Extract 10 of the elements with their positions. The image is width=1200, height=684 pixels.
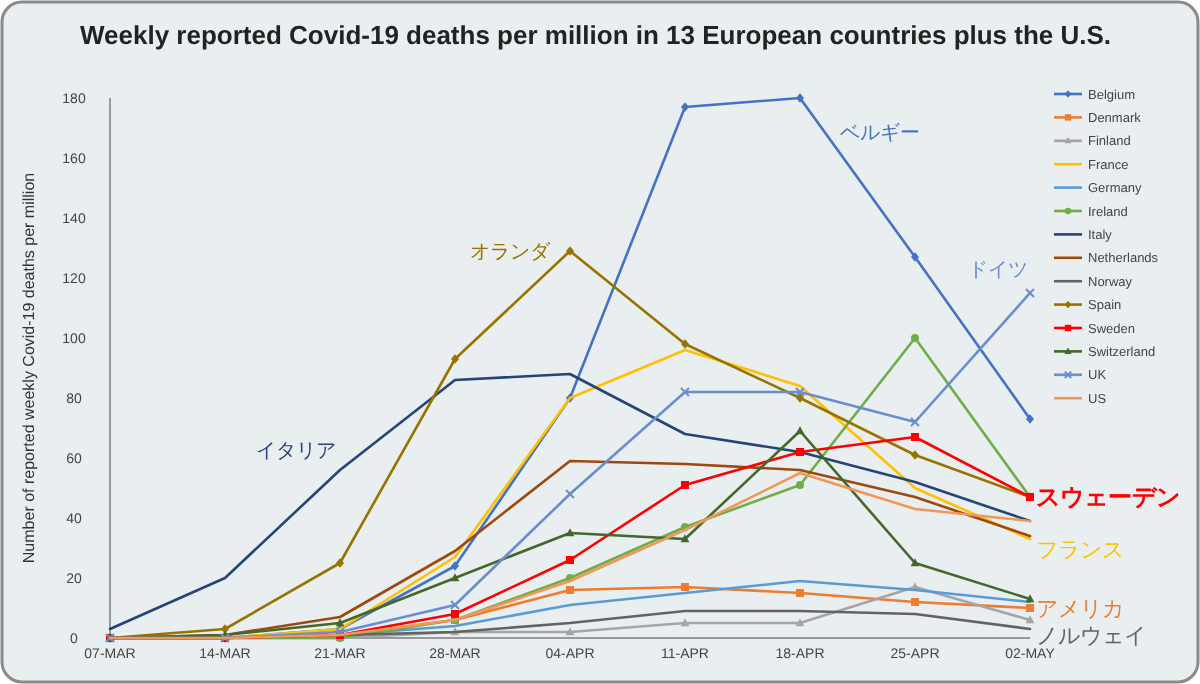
annotation: イタリア <box>256 441 336 463</box>
annotation: フランス <box>1036 538 1124 563</box>
annotation: ドイツ <box>968 260 1028 282</box>
annotation: アメリカ <box>1036 597 1124 622</box>
y-axis-title: Number of reported weekly Covid-19 deaths per million <box>20 172 38 564</box>
annotation: ベルギー <box>840 121 920 145</box>
annotation: ノルウェイ <box>1036 624 1146 649</box>
chart-title: Weekly reported Covid-19 deaths per million in 13 European countries plus the U.S. <box>80 20 1112 50</box>
annotation: オランダ <box>470 240 552 264</box>
annotation: スウェーデン <box>1036 483 1180 512</box>
